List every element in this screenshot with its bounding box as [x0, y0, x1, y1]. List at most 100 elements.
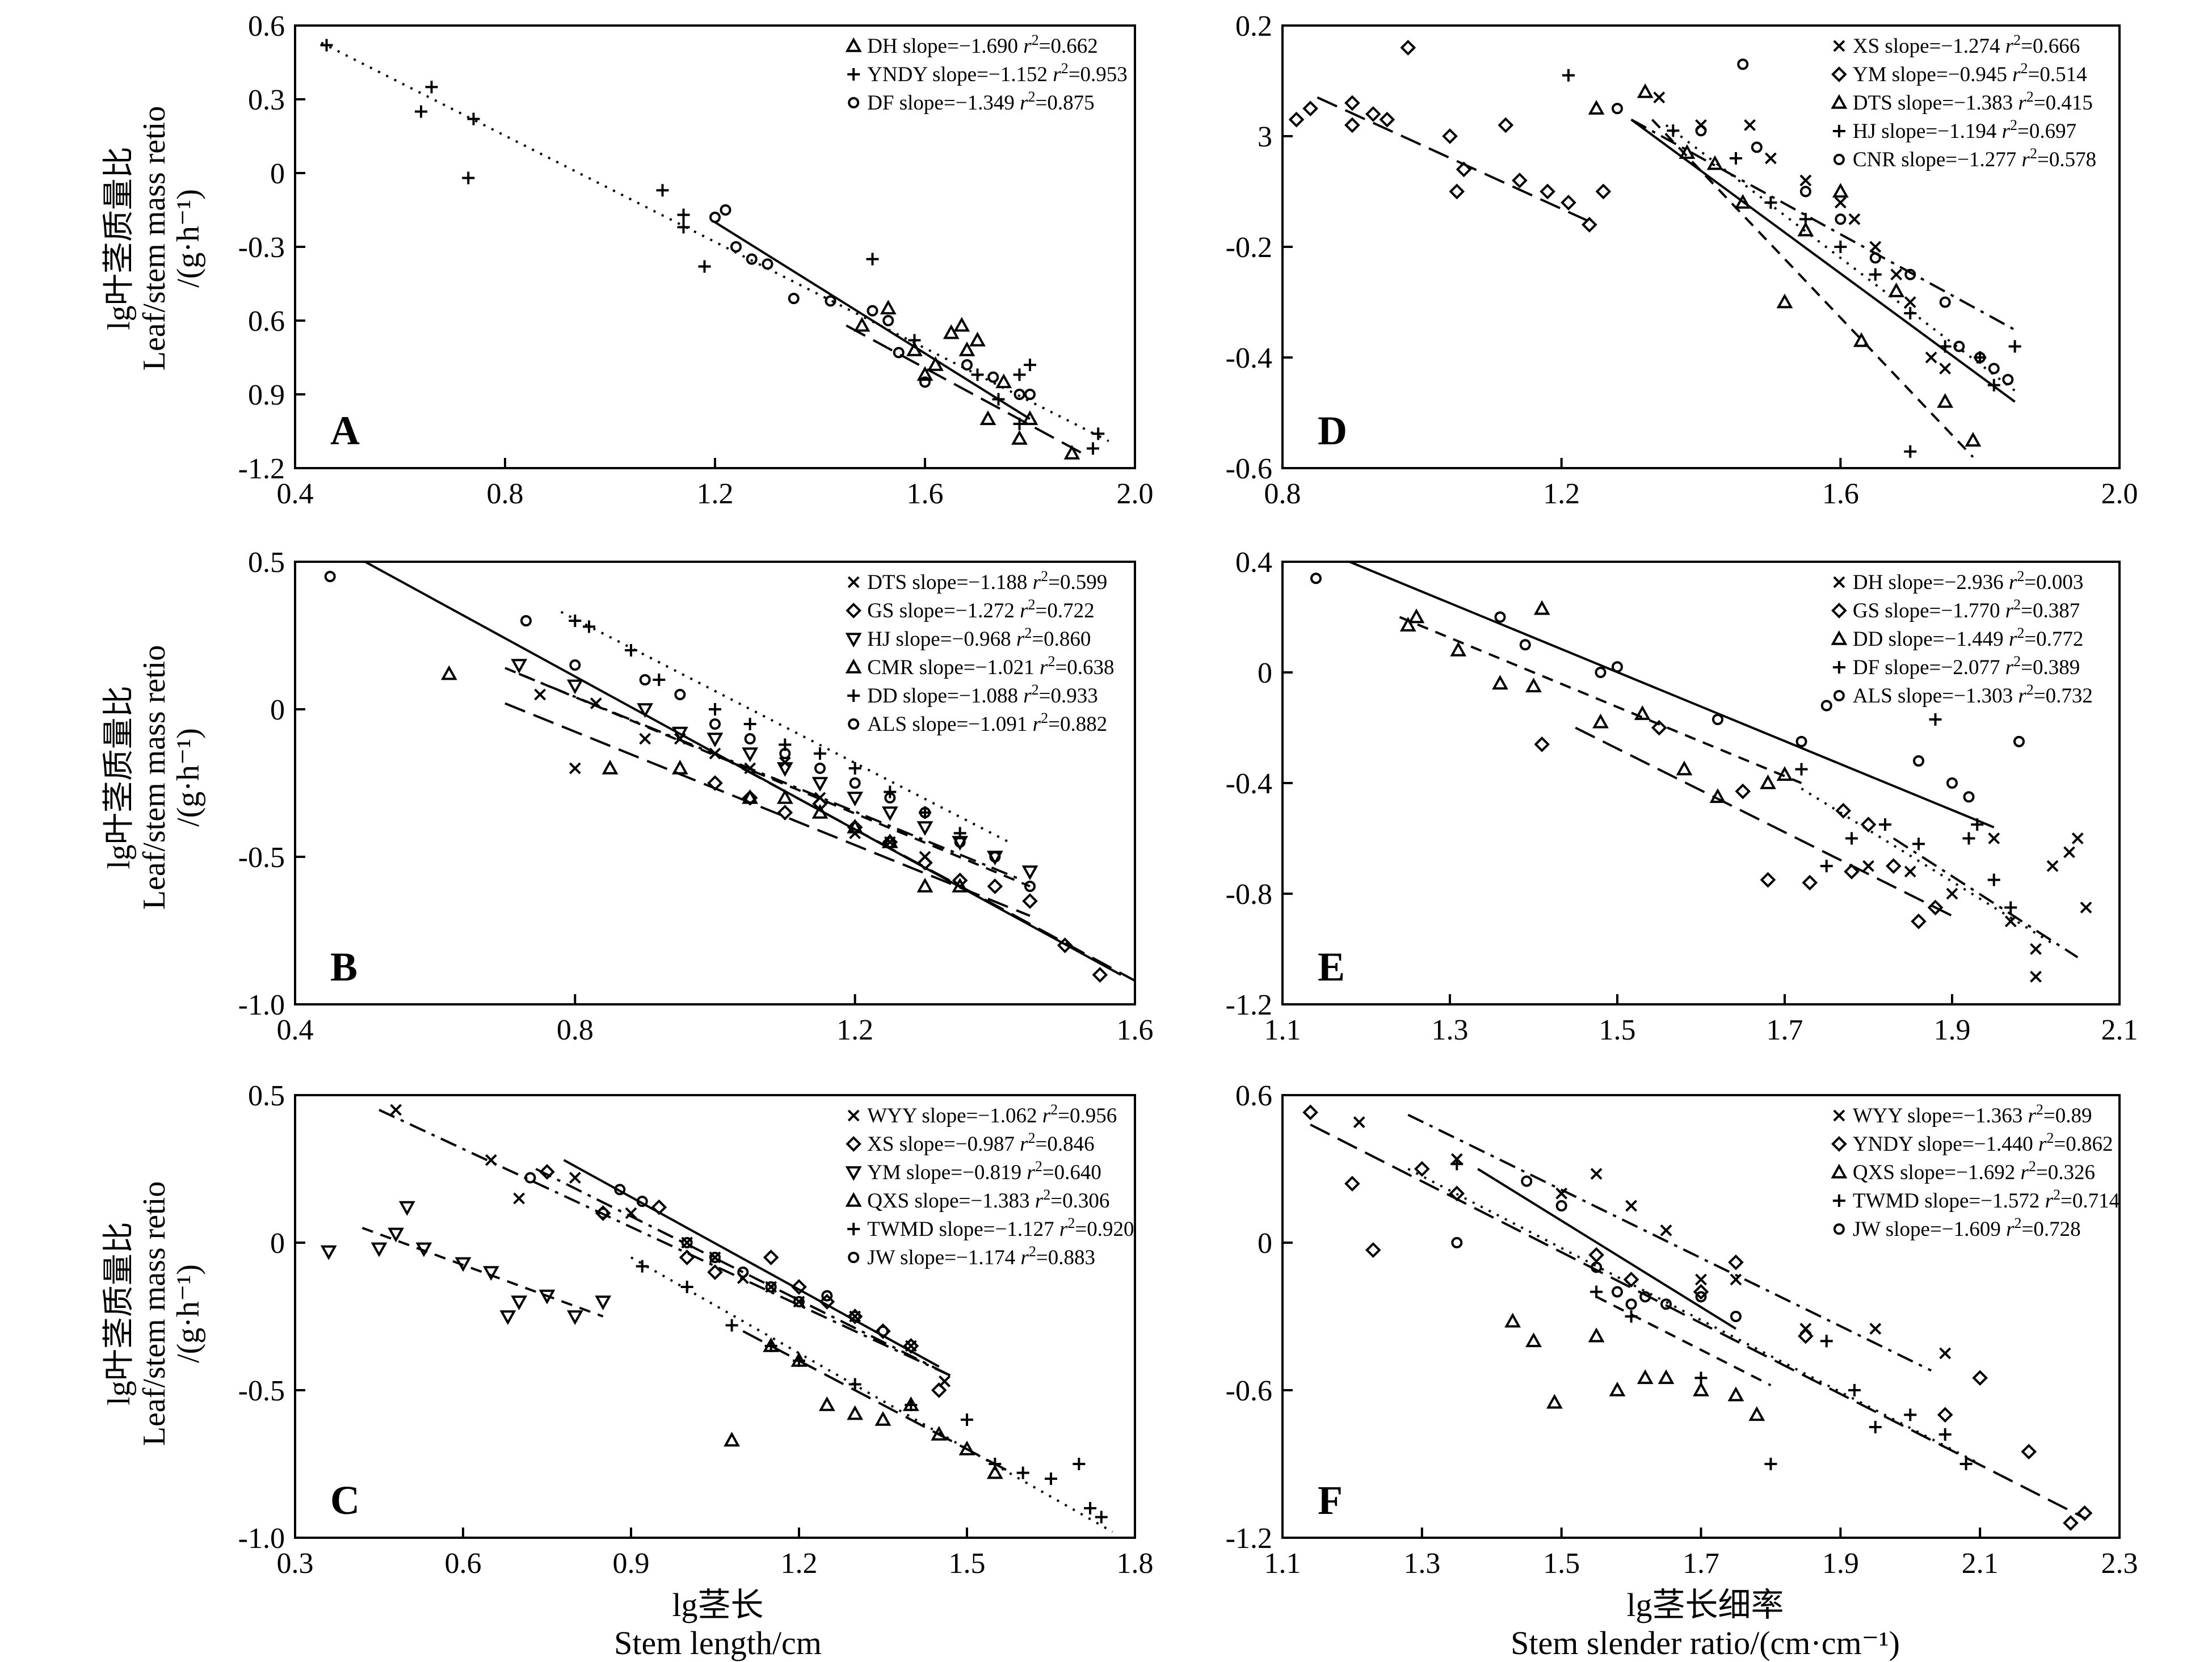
- legend-entry: TWMD slope=−1.572 r2=0.714: [1832, 1186, 2120, 1213]
- x-tick-label: 1.9: [1934, 1014, 1971, 1046]
- data-point: [884, 785, 897, 798]
- data-point: [1938, 1428, 1952, 1441]
- data-point: [1799, 213, 1812, 226]
- data-point: [1400, 40, 1416, 56]
- ylabel-bottom-line3: /(g·h⁻¹): [171, 1264, 206, 1363]
- series-yndy: [1302, 1104, 2093, 1531]
- data-point: [919, 807, 931, 818]
- data-point: [1344, 1176, 1360, 1192]
- data-point: [595, 1295, 612, 1311]
- series-qxs: [1504, 1295, 1772, 1421]
- data-point: [1925, 351, 1937, 364]
- data-point: [1937, 1407, 1953, 1423]
- data-point: [569, 659, 581, 671]
- data-point: [1929, 713, 1942, 726]
- data-point: [1021, 865, 1038, 881]
- data-point: [1988, 363, 2000, 375]
- fit-line: [504, 702, 1031, 917]
- fit-line: [1651, 119, 1974, 458]
- data-point: [680, 1281, 693, 1293]
- data-point: [724, 1432, 740, 1447]
- panel-b: 0.4 0.8 1.2 1.6 0.5 0 -0.5 -1.0 B DTS slope=−1.18…: [238, 546, 1154, 1046]
- y-tick-label: -0.6: [1226, 453, 1272, 485]
- data-point: [566, 679, 583, 695]
- fit-line: [321, 41, 1109, 443]
- legend-text: JW slope=−1.174 r2=0.883: [867, 1243, 1095, 1269]
- data-point: [849, 1311, 861, 1322]
- data-point: [1862, 860, 1874, 872]
- data-point: [1590, 1285, 1603, 1298]
- data-point: [2046, 860, 2059, 872]
- data-point: [681, 1237, 693, 1248]
- data-point: [1764, 1458, 1777, 1470]
- data-point: [853, 317, 870, 332]
- series-dh: [846, 300, 1083, 460]
- data-point: [2063, 1515, 2079, 1531]
- data-point: [674, 689, 686, 700]
- data-point: [1946, 887, 1958, 900]
- data-point: [1310, 573, 1322, 584]
- data-point: [1612, 661, 1623, 673]
- legend-entry: DTS slope=−1.188 r2=0.599: [847, 568, 1107, 594]
- data-point: [1533, 600, 1550, 615]
- data-point: [1974, 352, 1986, 363]
- fit-line: [1630, 119, 2016, 403]
- legend-entry: CMR slope=−1.021 r2=0.638: [845, 653, 1115, 679]
- legend-entry: HJ slope=−1.194 r2=0.697: [1832, 117, 2076, 143]
- data-point: [539, 1289, 556, 1305]
- data-point: [953, 317, 970, 332]
- y-tick-label: 0: [270, 1227, 285, 1260]
- x-tick-label: 1.8: [1117, 1547, 1154, 1580]
- data-point: [324, 571, 336, 582]
- legend-text: DD slope=−1.088 r2=0.933: [867, 681, 1098, 708]
- data-point: [1939, 1347, 1952, 1360]
- data-point: [1660, 1224, 1672, 1236]
- legend-text: GS slope=−1.770 r2=0.387: [1853, 596, 2080, 622]
- data-point: [1679, 144, 1696, 159]
- data-point: [415, 1242, 432, 1257]
- legend-marker: [1833, 690, 1845, 701]
- legend-text: XS slope=−0.987 r2=0.846: [867, 1130, 1094, 1156]
- data-point: [847, 819, 863, 835]
- y-tick-label: -0.4: [1226, 768, 1272, 800]
- xlabel-right-line2: Stem slender ratio/(cm·cm⁻¹): [1511, 1625, 1900, 1661]
- data-point: [1927, 899, 1944, 916]
- data-point: [1063, 444, 1080, 460]
- legend-marker: [848, 718, 860, 730]
- fit-line: [504, 667, 1031, 887]
- data-point: [707, 1264, 723, 1280]
- data-point: [2030, 970, 2042, 983]
- data-point: [1911, 913, 1927, 929]
- x-tick-label: 1.1: [1264, 1014, 1301, 1046]
- legend-text: YNDY slope=−1.440 r2=0.862: [1853, 1130, 2113, 1156]
- data-point: [1764, 196, 1777, 209]
- data-point: [625, 1207, 637, 1219]
- fit-line: [846, 324, 1083, 455]
- x-tick-label: 0.4: [277, 1014, 314, 1046]
- data-point: [1442, 128, 1458, 144]
- data-point: [764, 1340, 777, 1352]
- x-tick-label: 1.2: [781, 1547, 818, 1580]
- fit-line: [1310, 1124, 2085, 1520]
- data-point: [961, 359, 973, 371]
- data-point: [743, 718, 756, 730]
- data-point: [1734, 193, 1751, 209]
- data-point: [1288, 111, 1305, 128]
- legend-entry: GS slope=−1.770 r2=0.387: [1831, 596, 2080, 622]
- legend-marker: [1833, 40, 1845, 52]
- legend-entry: QXS slope=−1.692 r2=0.326: [1831, 1158, 2095, 1184]
- legend-marker: [847, 1109, 860, 1122]
- data-point: [1450, 1158, 1464, 1171]
- y-tick-label: 0: [270, 694, 285, 726]
- data-point: [583, 620, 595, 633]
- data-point: [1022, 893, 1038, 909]
- data-point: [2002, 374, 2014, 385]
- data-point: [1913, 755, 1924, 767]
- plot-frame: [294, 561, 1136, 1005]
- data-point: [1709, 788, 1726, 803]
- data-point: [1379, 111, 1395, 128]
- legend-marker: [1831, 66, 1847, 82]
- data-point: [866, 253, 879, 266]
- y-tick-label: -0.6: [1226, 1375, 1272, 1407]
- series-jw: [524, 1159, 940, 1368]
